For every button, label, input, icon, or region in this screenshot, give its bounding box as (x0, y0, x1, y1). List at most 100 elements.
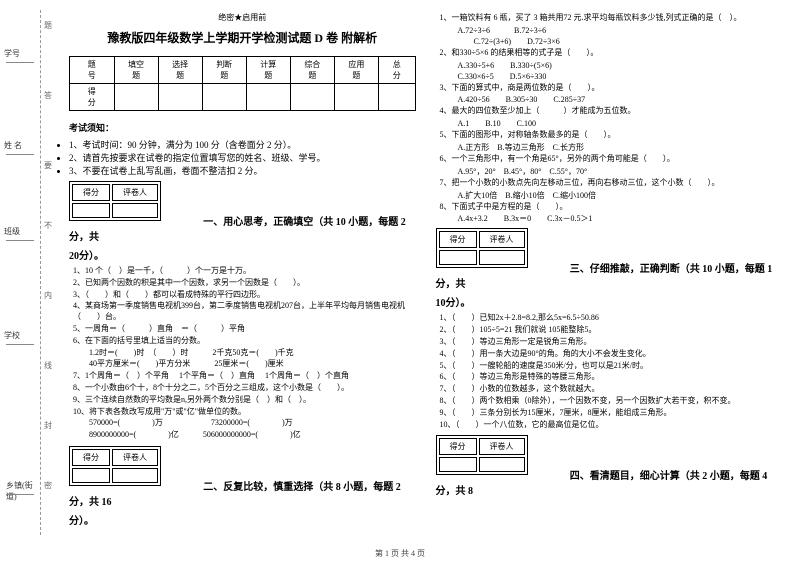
grader-label: 评卷人 (112, 449, 158, 466)
notice-title: 考试须知： (69, 121, 416, 134)
th: 总分 (378, 57, 415, 84)
blank-cell (439, 250, 477, 265)
question: 8、一个小数由6个十，8个十分之二，5个百分之三组成，这个小数是（ ）。 (73, 383, 416, 394)
question: 1、（ ）已知2x＋2.8=8.2,那么5x=6.5÷50.86 (440, 313, 783, 324)
question: 40平方厘米＝( )平方分米 25厘米＝( )厘米 (73, 359, 416, 370)
seal-char: 答 (44, 90, 52, 101)
question: 6、（ ）等边三角形是特殊的等腰三角形。 (440, 372, 783, 383)
question: 9、三个连续自然数的平均数是n,另外两个数分别是（ ）和（ ）。 (73, 395, 416, 406)
question: 2、已知两个因数的积是其中一个因数，求另一个因数是（ ）。 (73, 278, 416, 289)
question: 4、最大的四位数至少加上（ ）才能成为五位数。 (440, 106, 783, 117)
section-1-tail: 20分）。 (69, 247, 416, 262)
question: 10、将下表各数改写成用"万"或"亿"做单位的数。 (73, 407, 416, 418)
td (290, 84, 334, 111)
score-label: 得分 (72, 184, 110, 201)
blank-cell (72, 468, 110, 483)
seal-char: 不 (44, 220, 52, 231)
page-footer: 第 1 页 共 4 页 (0, 548, 800, 559)
question: 7、（ ）小数的位数越多，这个数就越大。 (440, 384, 783, 395)
th: 题 号 (70, 57, 115, 84)
question: 2、（ ）105÷5=21 我们就说 105能整除5。 (440, 325, 783, 336)
left-column: 绝密★启用前 豫教版四年级数学上学期开学检测试题 D 卷 附解析 题 号 填空题… (59, 12, 426, 565)
question: 3、（ ）和（ ）都可以看成特殊的平行四边形。 (73, 290, 416, 301)
th: 填空题 (114, 57, 158, 84)
section-2-tail: 分）。 (69, 512, 416, 527)
content-area: 绝密★启用前 豫教版四年级数学上学期开学检测试题 D 卷 附解析 题 号 填空题… (55, 0, 800, 565)
options: A.1 B.10 C.100 (458, 118, 783, 129)
field-label: 姓 名 (4, 140, 22, 151)
question: 5、（ ）一艘轮船的速度是350米/分，也可以是21米/时。 (440, 361, 783, 372)
score-summary-table: 题 号 填空题 选择题 判断题 计算题 综合题 应用题 总分 得 分 (69, 56, 416, 111)
blank-cell (439, 457, 477, 472)
td (114, 84, 158, 111)
question: 8900000000=( )亿 506000000000=( )亿 (73, 430, 416, 441)
grader-label: 评卷人 (479, 231, 525, 248)
question: 10、（ ）一个八位数，它的最高位是亿位。 (440, 420, 783, 431)
right-column: 1、一箱饮料有 6 瓶，买了 3 箱共用72 元.求平均每瓶饮料多少钱,列式正确… (426, 12, 793, 565)
field-line (6, 494, 34, 495)
question: 1.2时＝( )时 （ ）时 2千克50克＝( )千克 (73, 348, 416, 359)
field-line (6, 344, 34, 345)
question: 1、一箱饮料有 6 瓶，买了 3 箱共用72 元.求平均每瓶饮料多少钱,列式正确… (440, 13, 783, 24)
td (334, 84, 378, 111)
td (378, 84, 415, 111)
paper-title: 豫教版四年级数学上学期开学检测试题 D 卷 附解析 (69, 29, 416, 46)
grader-label: 评卷人 (479, 438, 525, 455)
blank-cell (479, 457, 525, 472)
td (158, 84, 202, 111)
section-score-box: 得分评卷人 (69, 181, 161, 221)
question: 8、下面式子中是方程的是（ ）。 (440, 202, 783, 213)
field-line (6, 154, 34, 155)
blank-cell (479, 250, 525, 265)
binding-labels: 学号 姓 名 班级 学校 乡镇(街道) (2, 0, 38, 565)
options: A.正方形 B.等边三角形 C.长方形 (458, 142, 783, 153)
score-label: 得分 (439, 231, 477, 248)
score-label: 得分 (72, 449, 110, 466)
options: A.扩大10倍 B.缩小10倍 C.缩小100倍 (458, 190, 783, 201)
td (202, 84, 246, 111)
field-label: 班级 (4, 226, 20, 237)
section-score-box: 得分评卷人 (436, 228, 528, 268)
notice-item: 2、请首先按要求在试卷的指定位置填写您的姓名、班级、学号。 (69, 151, 416, 164)
options: A.330÷5+6 B.330÷(5×6) C.330×6÷5 D.5×6÷33… (458, 60, 783, 82)
seal-char: 要 (44, 160, 52, 171)
question: 6、在下面的括号里填上适当的分数。 (73, 336, 416, 347)
th: 应用题 (334, 57, 378, 84)
blank-cell (112, 468, 158, 483)
question: 2、和330÷5×6 的结果相等的式子是（ ）。 (440, 48, 783, 59)
notice-item: 1、考试时间：90 分钟，满分为 100 分（含卷面分 2 分）。 (69, 138, 416, 151)
th: 选择题 (158, 57, 202, 84)
section-score-box: 得分评卷人 (69, 446, 161, 486)
question: 5、下面的图形中，对称轴条数最多的是（ ）。 (440, 130, 783, 141)
question: 5、一周角＝（ ）直角 ＝（ ）平角 (73, 324, 416, 335)
section-3-tail: 10分）。 (436, 294, 783, 309)
options: A.4x+3.2 B.3x＝0 C.3x－0.5＞1 (458, 213, 783, 224)
question: 1、10 个（ ）是一千，（ ）个一万是十万。 (73, 266, 416, 277)
blank-cell (112, 203, 158, 218)
question: 6、一个三角形中，有一个角是65°，另外的两个角可能是（ ）。 (440, 154, 783, 165)
question: 7、把一个小数的小数点先向左移动三位，再向右移动三位，这个小数（ ）。 (440, 178, 783, 189)
binding-margin: 学号 姓 名 班级 学校 乡镇(街道) 题 答 要 不 内 线 封 密 (0, 0, 55, 565)
th: 计算题 (246, 57, 290, 84)
field-label: 乡镇(街道) (6, 480, 38, 502)
field-line (6, 240, 34, 241)
seal-char: 封 (44, 420, 52, 431)
field-label: 学号 (4, 48, 20, 59)
td (246, 84, 290, 111)
options: A.95°，20° B.45°，80° C.55°，70° (458, 166, 783, 177)
seal-char: 题 (44, 20, 52, 31)
question: 3、（ ）等边三角形一定是锐角三角形。 (440, 337, 783, 348)
th: 判断题 (202, 57, 246, 84)
section-score-box: 得分评卷人 (436, 435, 528, 475)
question: 4、（ ）用一条大边是90°的角。角的大小不会发生变化。 (440, 349, 783, 360)
field-label: 学校 (4, 330, 20, 341)
options: A.420÷56 B.305÷30 C.285÷37 (458, 94, 783, 105)
secret-label: 绝密★启用前 (69, 12, 416, 23)
question: 570000=( )万 73200000=( )万 (73, 418, 416, 429)
binding-dashed-line (40, 10, 41, 535)
question: 3、下面的算式中，商是两位数的是（ ）。 (440, 83, 783, 94)
question: 8、（ ）两个数相乘（0除外），一个因数不变，另一个因数扩大若干变，积不变。 (440, 396, 783, 407)
th: 综合题 (290, 57, 334, 84)
seal-char: 内 (44, 290, 52, 301)
td: 得 分 (70, 84, 115, 111)
